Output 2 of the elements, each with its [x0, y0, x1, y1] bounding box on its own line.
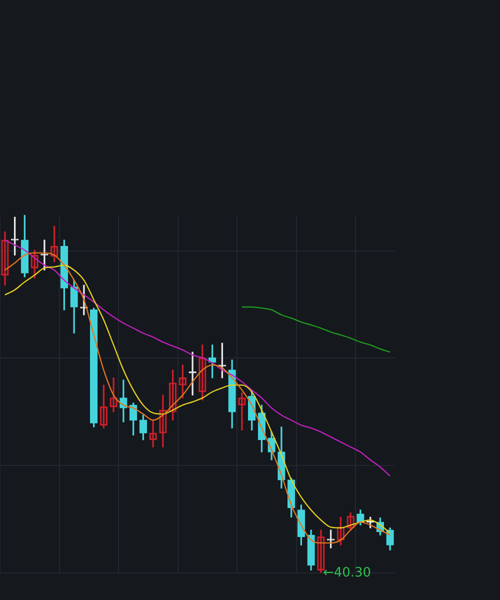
candlestick — [120, 380, 128, 422]
annotation: ←40.30 — [322, 565, 372, 580]
